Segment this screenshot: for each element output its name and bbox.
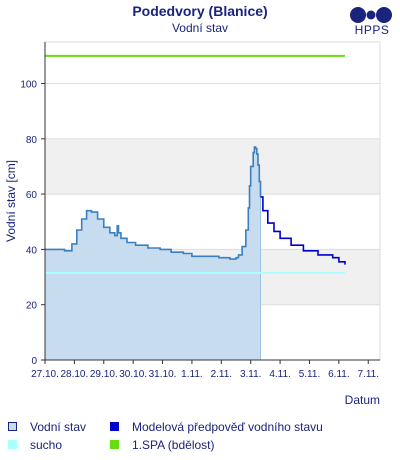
legend-swatch-drought: [8, 440, 17, 449]
legend-swatch-forecast: [110, 422, 119, 431]
y-tick-label-40: 40: [26, 245, 38, 256]
observed-area: [45, 147, 261, 360]
y-tick-label-60: 60: [26, 190, 38, 201]
x-tick-label-5: 1.11.: [181, 369, 203, 380]
x-tick-label-0: 27.10.: [31, 369, 59, 380]
forecast-line: [260, 196, 346, 265]
y-axis-label: Vodní stav [cm]: [4, 160, 18, 242]
chart-title: Podedvory (Blanice): [132, 3, 268, 19]
y-tick-label-80: 80: [26, 135, 38, 146]
x-tick-label-9: 5.11.: [299, 369, 321, 380]
x-tick-label-7: 3.11.: [240, 369, 262, 380]
water-level-chart: 0 20 40 60 80 100 27.10. 28.10. 29.10. 30.10. 31.1…: [4, 41, 381, 407]
legend-label-drought: sucho: [30, 438, 63, 452]
x-axis-label: Datum: [345, 393, 380, 407]
observed-line: [45, 146, 262, 260]
band-1: [45, 138, 380, 195]
legend-label-observed: Vodní stav: [30, 420, 87, 434]
logo-text: HPPS: [354, 23, 390, 37]
x-tick-label-4: 31.10.: [149, 369, 177, 380]
legend-swatch-observed: [8, 422, 17, 431]
y-tick-label-0: 0: [31, 356, 37, 367]
x-tick-label-1: 28.10.: [60, 369, 88, 380]
legend-swatch-spa1: [110, 440, 119, 449]
legend-label-spa1: 1.SPA (bdělost): [132, 438, 215, 452]
legend-label-forecast: Modelová předpověď vodního stavu: [132, 420, 323, 434]
y-tick-label-20: 20: [26, 301, 38, 312]
x-tick-label-3: 30.10.: [119, 369, 147, 380]
x-tick-label-6: 2.11.: [211, 369, 233, 380]
y-tick-label-100: 100: [20, 79, 37, 90]
x-tick-label-10: 6.11.: [328, 369, 350, 380]
x-tick-label-11: 7.11.: [357, 369, 379, 380]
hpps-logo[interactable]: HPPS: [346, 6, 398, 42]
logo-circles-icon: [350, 7, 392, 23]
chart-subtitle: Vodní stav: [171, 21, 229, 35]
x-tick-label-8: 4.11.: [269, 369, 291, 380]
x-tick-label-2: 29.10.: [90, 369, 118, 380]
